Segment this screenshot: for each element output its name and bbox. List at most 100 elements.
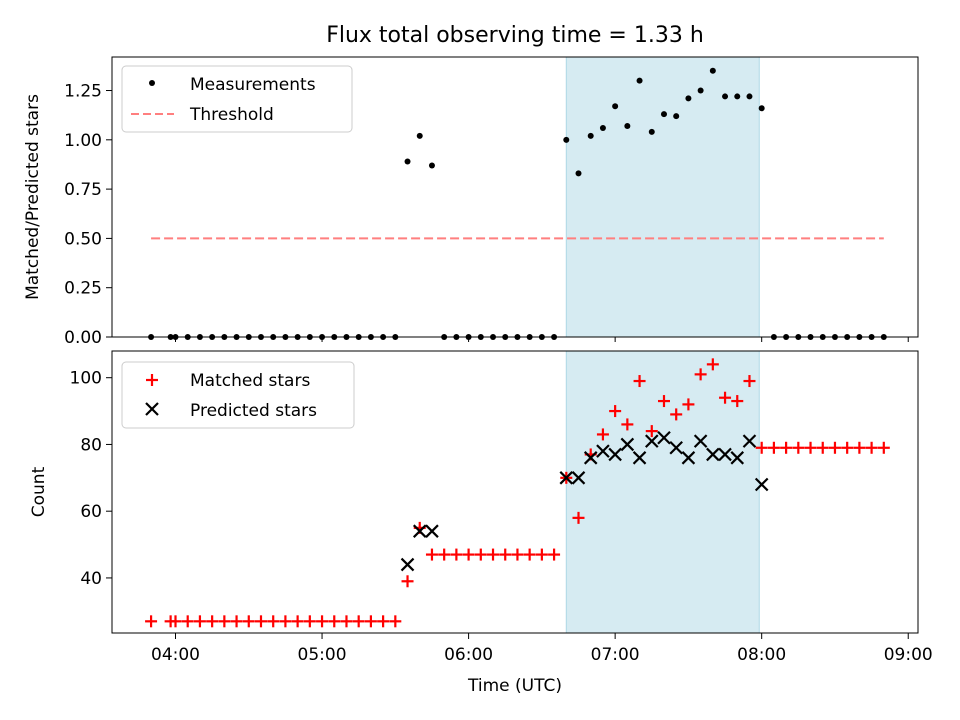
bottom-panel: 40 60 80 100 04:00 05:00 06:00 07:00 08:00 09:00…: [29, 350, 933, 696]
matched-point: [670, 408, 683, 421]
predicted-point: [632, 451, 647, 465]
predicted-point-b: [730, 451, 745, 465]
measurement-point: [648, 128, 655, 135]
matched-point: [474, 548, 487, 561]
measurement-point: [758, 105, 765, 112]
predicted-point: [681, 451, 696, 465]
matched-point: [804, 441, 817, 454]
measurement-point: [636, 77, 643, 84]
matched-point: [621, 418, 634, 431]
matched-point: [352, 615, 365, 628]
matched-point: [230, 615, 243, 628]
predicted-point: [693, 434, 708, 448]
measurement-point: [709, 67, 716, 74]
bottom-x-ticks: 04:00 05:00 06:00 07:00 08:00 09:00: [151, 633, 933, 665]
matched-point: [499, 548, 512, 561]
chart-title: Flux total observing time = 1.33 h: [326, 23, 704, 48]
top-ytick-label: 0.75: [64, 180, 102, 200]
matched-point: [364, 615, 377, 628]
legend-x-marker: [145, 402, 159, 416]
measurement-point: [685, 95, 692, 102]
matched-point: [316, 615, 329, 628]
measurement-point: [575, 170, 582, 177]
xtick-label: 07:00: [591, 645, 640, 665]
matched-point: [438, 548, 451, 561]
predicted-points: [400, 430, 769, 572]
predicted-point: [730, 451, 745, 465]
xtick-label: 05:00: [298, 645, 347, 665]
matched-point: [145, 615, 158, 628]
measurement-point: [416, 132, 423, 139]
bottom-ytick-label: 60: [80, 502, 102, 522]
matched-point: [511, 548, 524, 561]
legend-measurements-label: Measurements: [190, 75, 316, 95]
predicted-point-b: [425, 524, 439, 538]
matched-point: [633, 375, 646, 388]
matched-point: [267, 615, 280, 628]
bottom-y-axis-label: Count: [29, 466, 49, 517]
matched-point: [450, 548, 463, 561]
matched-point: [877, 441, 890, 454]
predicted-point-b: [742, 434, 757, 448]
matched-point: [242, 615, 255, 628]
matched-point: [340, 615, 353, 628]
top-ytick-label: 1.25: [64, 82, 102, 102]
x-axis-label: Time (UTC): [467, 676, 562, 696]
predicted-point: [718, 447, 732, 462]
bottom-ytick-label: 40: [80, 569, 102, 589]
matched-point: [572, 511, 585, 524]
matched-point: [487, 548, 500, 561]
predicted-point: [669, 441, 683, 455]
predicted-point: [706, 447, 720, 462]
measurement-point: [587, 132, 594, 139]
measurement-point: [697, 87, 704, 94]
matched-point: [303, 615, 316, 628]
xtick-label: 08:00: [737, 645, 786, 665]
predicted-point: [644, 434, 659, 448]
matched-point: [279, 615, 292, 628]
measurement-point: [624, 123, 631, 130]
matched-point: [719, 391, 732, 404]
top-highlight-span: [565, 56, 760, 338]
top-legend-box: [121, 65, 353, 133]
legend-dot-marker: [149, 80, 155, 86]
predicted-point: [596, 444, 610, 458]
bottom-span-rect: [565, 350, 760, 634]
top-y-ticks: 0.00 0.25 0.50 0.75 1.00 1.25: [64, 82, 112, 348]
predicted-point-b: [620, 437, 635, 452]
matched-point: [865, 441, 878, 454]
predicted-point: [657, 430, 671, 445]
measurement-point: [734, 93, 741, 100]
matched-point: [731, 395, 744, 408]
predicted-point: [754, 477, 769, 492]
top-panel: 0.00 0.25 0.50 0.75 1.00 1.25 Matched/Predict…: [23, 56, 919, 348]
predicted-point-b: [681, 451, 696, 465]
predicted-point: [412, 524, 427, 538]
predicted-point: [559, 471, 574, 485]
predicted-point-b: [706, 447, 720, 462]
matched-point: [841, 441, 854, 454]
predicted-point-b: [693, 434, 708, 448]
predicted-point: [620, 437, 635, 452]
measurement-point: [428, 162, 435, 169]
matched-point: [780, 441, 793, 454]
legend-predicted-label: Predicted stars: [190, 401, 317, 421]
matched-point: [792, 441, 805, 454]
top-y-axis-label: Matched/Predicted stars: [23, 94, 43, 300]
matched-point: [535, 548, 548, 561]
top-ytick-label: 0.50: [64, 229, 102, 249]
matched-point: [743, 375, 756, 388]
matched-point: [694, 368, 707, 381]
measurement-point: [673, 113, 680, 120]
top-axes-frame: [111, 56, 919, 338]
top-ytick-label: 0.00: [64, 328, 102, 348]
xtick-label: 04:00: [151, 645, 200, 665]
matched-point: [609, 405, 622, 418]
legend-plus-marker: [146, 374, 158, 386]
matched-point: [523, 548, 536, 561]
matched-point: [682, 398, 695, 411]
predicted-point: [425, 524, 439, 538]
matched-point: [206, 615, 219, 628]
matched-point: [657, 395, 670, 408]
measurement-point: [612, 103, 619, 110]
